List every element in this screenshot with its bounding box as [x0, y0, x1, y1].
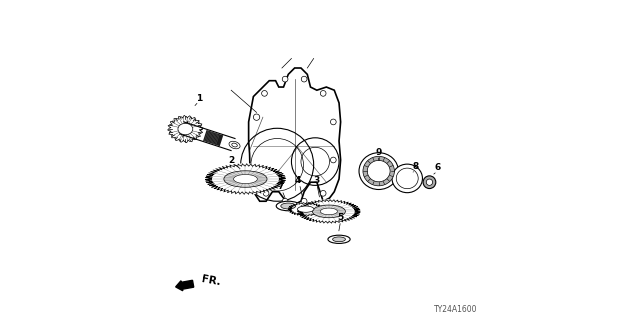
Ellipse shape	[282, 76, 288, 82]
Ellipse shape	[205, 164, 286, 195]
Ellipse shape	[367, 160, 390, 182]
Polygon shape	[203, 130, 223, 146]
Text: 5: 5	[337, 212, 344, 222]
Ellipse shape	[359, 153, 398, 189]
Ellipse shape	[276, 201, 300, 211]
Text: 9: 9	[376, 148, 382, 156]
Ellipse shape	[426, 179, 433, 185]
Ellipse shape	[288, 203, 323, 216]
Ellipse shape	[282, 198, 288, 204]
Ellipse shape	[392, 164, 422, 193]
Ellipse shape	[363, 156, 394, 186]
Polygon shape	[180, 122, 235, 151]
Ellipse shape	[298, 206, 314, 212]
Ellipse shape	[423, 176, 436, 188]
Ellipse shape	[297, 199, 361, 223]
Ellipse shape	[328, 235, 350, 244]
Ellipse shape	[320, 190, 326, 196]
Text: 7: 7	[277, 182, 284, 191]
Ellipse shape	[301, 76, 307, 82]
Ellipse shape	[333, 237, 346, 242]
Ellipse shape	[320, 91, 326, 96]
Ellipse shape	[262, 91, 268, 96]
Ellipse shape	[253, 172, 259, 177]
FancyArrow shape	[175, 280, 194, 291]
Ellipse shape	[320, 208, 337, 215]
Ellipse shape	[330, 119, 336, 125]
Ellipse shape	[224, 171, 267, 187]
Ellipse shape	[229, 141, 240, 149]
Ellipse shape	[301, 198, 307, 204]
Text: 2: 2	[228, 156, 234, 164]
Text: TY24A1600: TY24A1600	[433, 305, 477, 314]
Ellipse shape	[396, 168, 418, 189]
Ellipse shape	[312, 205, 346, 218]
Text: 6: 6	[435, 164, 440, 172]
Text: 3: 3	[314, 176, 320, 185]
Ellipse shape	[281, 203, 296, 209]
Ellipse shape	[253, 114, 260, 120]
Ellipse shape	[178, 123, 193, 135]
Text: 1: 1	[196, 94, 202, 103]
Text: FR.: FR.	[201, 275, 222, 288]
Text: 4: 4	[294, 176, 301, 185]
Ellipse shape	[263, 190, 269, 196]
Text: 8: 8	[412, 162, 419, 171]
Ellipse shape	[234, 174, 257, 184]
Ellipse shape	[330, 157, 336, 163]
